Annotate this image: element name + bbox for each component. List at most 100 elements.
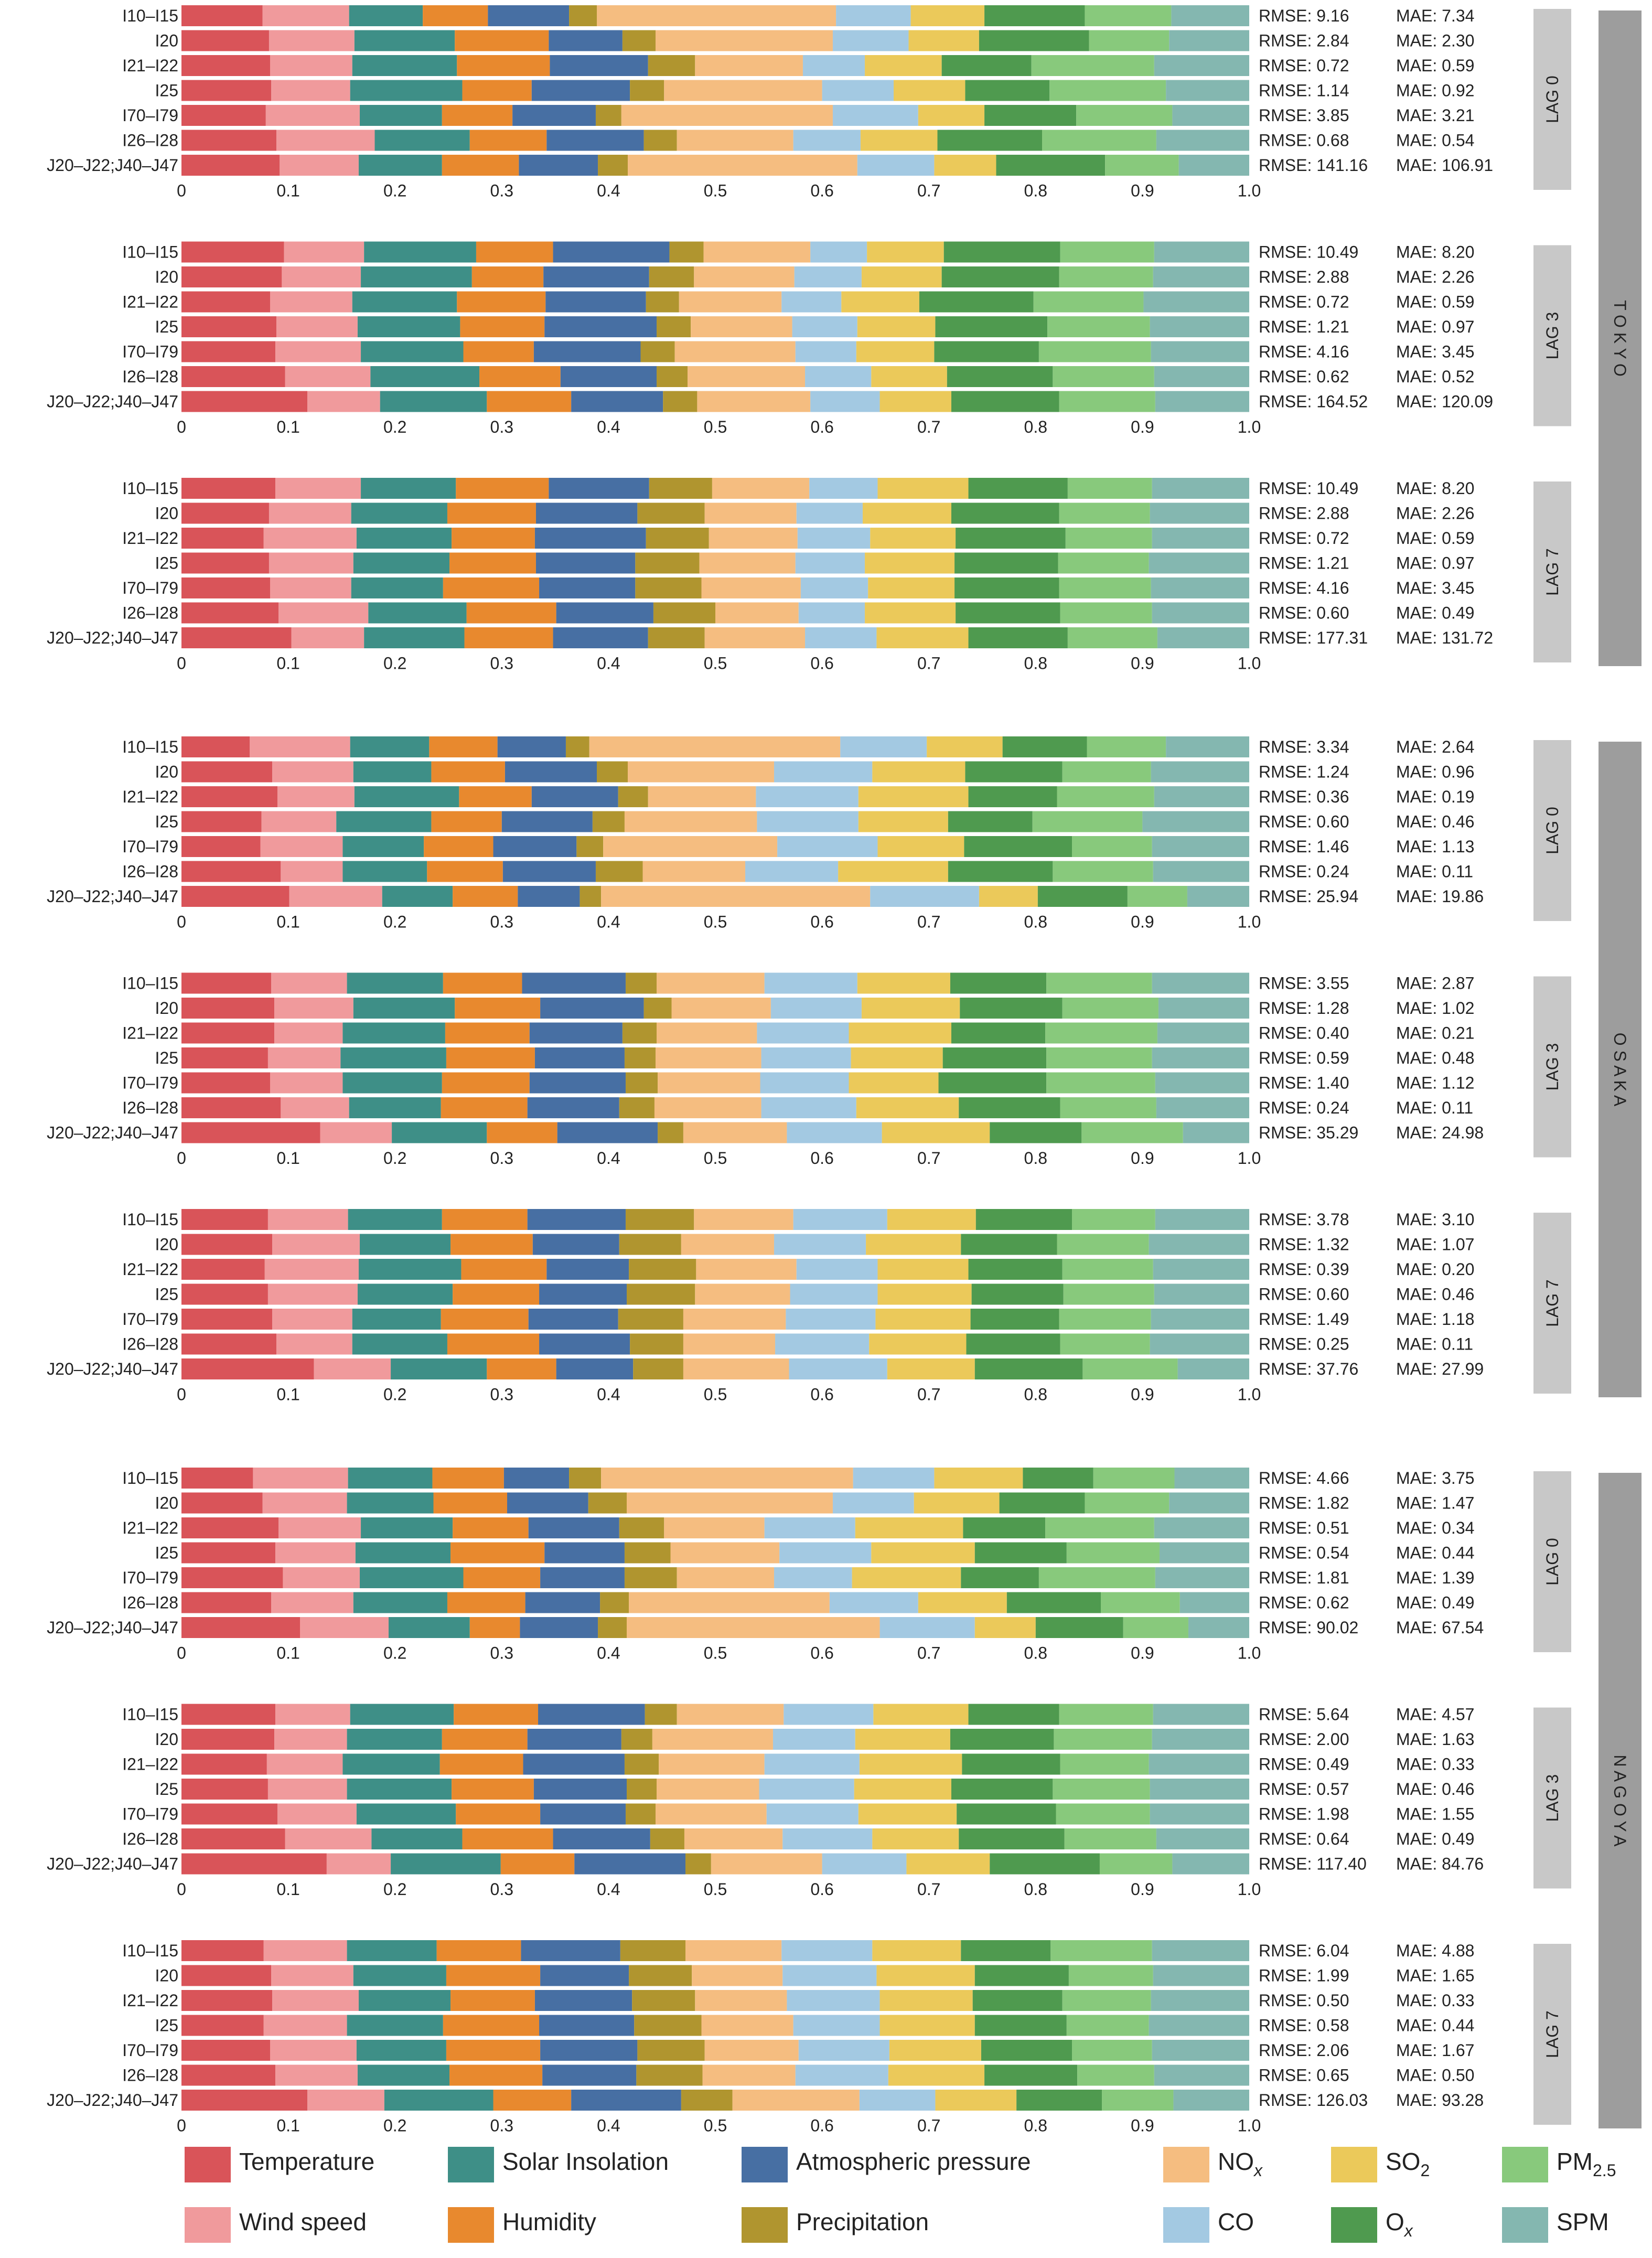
mae-label: MAE: 3.21 [1396, 106, 1474, 125]
bar-segment [832, 105, 918, 126]
bar-segment [711, 1853, 822, 1875]
mae-label: MAE: 0.59 [1396, 293, 1474, 312]
bar-segment [181, 30, 269, 51]
bar-segment [181, 1072, 270, 1094]
rmse-label: RMSE: 1.32 [1259, 1235, 1349, 1254]
bar-segment [910, 5, 985, 26]
category-label: I70–I79 [122, 837, 178, 856]
category-label: I26–I28 [122, 604, 178, 623]
bar-segment [841, 291, 919, 313]
bar-segment [671, 998, 771, 1019]
bar-segment [342, 861, 427, 882]
bar-segment [553, 1828, 650, 1849]
bar-segment [463, 1567, 541, 1588]
bar-segment [633, 1358, 683, 1379]
bar-segment [1059, 266, 1153, 287]
bar-segment [592, 811, 625, 832]
bar-segment [1153, 1965, 1249, 1986]
bar-segment [181, 341, 276, 362]
bar-segment [865, 552, 955, 574]
bar-segment [353, 998, 455, 1019]
bar-segment [531, 786, 618, 807]
bar-segment [918, 105, 985, 126]
rmse-label: RMSE: 5.64 [1259, 1705, 1349, 1724]
bar-segment [601, 1468, 853, 1489]
bar-segment [469, 1617, 520, 1638]
bar-segment [938, 1072, 1047, 1094]
bar-segment [181, 972, 272, 994]
bar-segment [1046, 972, 1152, 994]
bar-segment [540, 2040, 638, 2061]
bar-segment [446, 1965, 541, 1986]
bar-segment [677, 1704, 784, 1725]
rmse-label: RMSE: 0.50 [1259, 1991, 1349, 2010]
bar-segment [342, 836, 424, 857]
bar-segment [822, 1853, 907, 1875]
bar-segment [961, 1940, 1051, 1961]
bar-segment [760, 1072, 849, 1094]
bar-segment [449, 2064, 543, 2086]
bar-segment [691, 316, 792, 337]
bar-segment [695, 1283, 790, 1305]
bar-segment [650, 1828, 684, 1849]
bar-segment [314, 1358, 391, 1379]
category-label: I20 [155, 763, 178, 782]
bar-segment [712, 478, 810, 499]
x-tick-label: 0.9 [1131, 1880, 1154, 1899]
bar-segment [181, 266, 282, 287]
x-tick-label: 1.0 [1238, 2116, 1261, 2135]
labels-layer: 0 0.1 0.2 0.3 0.4 0.5 0.6 0.7 0.8 0.9 1.0 LAG 0 0 0.1… [177, 9, 1642, 2135]
rmse-label: RMSE: 0.24 [1259, 1098, 1349, 1117]
bar-segment [181, 1592, 272, 1613]
legend-swatch [742, 2147, 788, 2182]
category-label: I20 [155, 1494, 178, 1513]
bar-segment [793, 130, 861, 151]
bar-segment [181, 1965, 272, 1986]
lag-box [1533, 1944, 1571, 2125]
bar-segment [732, 2090, 860, 2111]
bar-segment [535, 502, 638, 524]
x-tick-label: 0.8 [1024, 1149, 1047, 1168]
bar-segment [669, 241, 704, 263]
rmse-label: RMSE: 0.68 [1259, 131, 1349, 150]
lag-box [1533, 976, 1571, 1158]
bar-segment [984, 2064, 1078, 2086]
x-tick-label: 0.9 [1131, 1644, 1154, 1663]
bar-segment [1155, 1567, 1249, 1588]
panel-tokyo-lag-3: I10–I15 RMSE: 10.49 MAE: 8.20 I20 RMSE: 2.88… [47, 241, 1493, 412]
bar-segment [974, 2015, 1067, 2036]
bar-segment [355, 1542, 451, 1564]
bar-segment [882, 1122, 990, 1143]
bar-segment [620, 1940, 685, 1961]
rmse-label: RMSE: 1.46 [1259, 837, 1349, 856]
x-tick-label: 0.2 [383, 1385, 406, 1404]
bar-segment [354, 786, 459, 807]
bar-segment [950, 1729, 1054, 1750]
category-label: I26–I28 [122, 862, 178, 881]
bar-segment [810, 241, 867, 263]
legend-label: Temperature [239, 2148, 374, 2175]
mae-label: MAE: 0.46 [1396, 812, 1474, 831]
bar-segment [832, 30, 909, 51]
bar-segment [538, 1704, 645, 1725]
bar-segment [534, 1047, 625, 1068]
bar-segment [792, 316, 857, 337]
bar-segment [443, 577, 540, 598]
bar-segment [1152, 528, 1249, 549]
mae-label: MAE: 2.26 [1396, 504, 1474, 523]
bar-segment [889, 2040, 981, 2061]
bar-segment [777, 836, 878, 857]
bar-segment [1032, 811, 1143, 832]
x-tick-label: 0.7 [917, 1385, 940, 1404]
rmse-label: RMSE: 1.21 [1259, 554, 1349, 573]
category-label: I20 [155, 504, 178, 523]
bar-segment [181, 105, 266, 126]
lag-label: LAG 3 [1543, 312, 1562, 360]
city-label: N A G O Y A [1611, 1755, 1629, 1847]
bar-segment [449, 552, 536, 574]
bar-segment [263, 2015, 347, 2036]
x-tick-label: 0.5 [704, 913, 727, 932]
bar-segment [531, 80, 630, 101]
category-label: I70–I79 [122, 1074, 178, 1093]
bar-segment [527, 1209, 626, 1230]
